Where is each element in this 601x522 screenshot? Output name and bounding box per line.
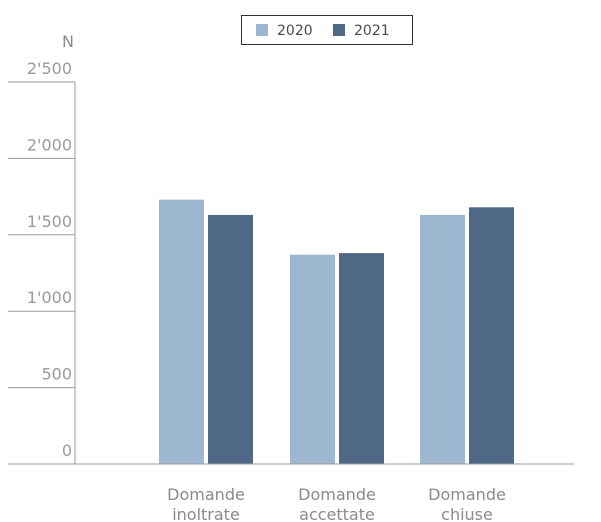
bar-2020-domande-accettate [290,254,335,464]
y-tick-label: 1'000 [27,288,72,307]
legend-label-2020: 2020 [277,23,313,39]
legend-label-2021: 2021 [354,23,390,39]
y-axis-label: N [62,32,74,51]
legend-swatch-2020 [256,24,268,36]
y-tick-label: 2'000 [27,135,72,154]
bar-2020-domande-inoltrate [159,199,204,464]
bar-2020-domande-chiuse [420,214,465,464]
legend-box [241,15,413,45]
x-category-label: Domande accettate [298,485,376,522]
x-axis: Domande inoltrate Domande accettate Domande c… [8,463,574,522]
bar-2021-domande-accettate [339,253,384,464]
legend-swatch-2021 [333,24,345,36]
x-category-label: Domande inoltrate [167,485,245,522]
y-tick-label: 2'500 [27,59,72,78]
y-axis: 0 500 1'000 1'500 2'000 2'500 [8,59,76,464]
bar-2021-domande-inoltrate [208,214,253,464]
bars [159,199,514,464]
y-tick-label: 1'500 [27,212,72,231]
y-tick-label: 0 [62,441,72,460]
legend: 2020 2021 [241,15,413,45]
bar-2021-domande-chiuse [469,207,514,464]
y-tick-label: 500 [41,365,72,384]
x-category-label: Domande chiuse [428,485,506,522]
